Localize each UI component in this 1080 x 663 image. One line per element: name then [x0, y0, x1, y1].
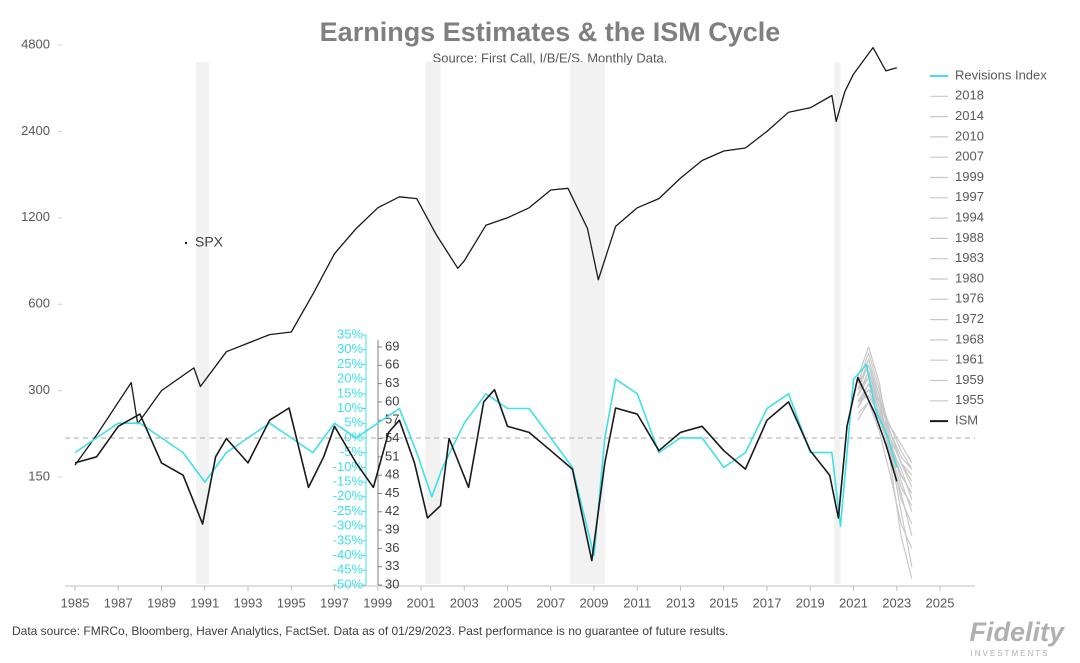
- series-line: [857, 389, 913, 507]
- chart-title: Earnings Estimates & the ISM Cycle: [320, 17, 781, 47]
- y3-tick-label: -35%: [333, 532, 364, 547]
- x-tick-label: 2011: [623, 595, 651, 610]
- y2-tick-label: 45: [385, 485, 399, 500]
- y-tick-label: 600: [28, 296, 50, 311]
- y3-tick-label: -30%: [333, 518, 364, 533]
- legend-label: 1980: [955, 270, 984, 285]
- x-tick-label: 2023: [882, 595, 911, 610]
- y3-tick-label: -45%: [333, 562, 364, 577]
- legend-label: 1976: [955, 291, 984, 306]
- x-tick-label: 2007: [536, 595, 565, 610]
- series-line: [74, 46, 897, 466]
- x-tick-label: 1985: [61, 595, 90, 610]
- y2-tick-label: 48: [385, 467, 399, 482]
- y3-tick-label: 35%: [337, 326, 363, 341]
- legend-label: 1997: [955, 189, 984, 204]
- y3-tick-label: -5%: [340, 444, 364, 459]
- chart-subtitle: Source: First Call, I/B/E/S. Monthly Dat…: [433, 50, 668, 65]
- y3-tick-label: -25%: [333, 503, 364, 518]
- recession-band: [834, 62, 841, 584]
- y-tick-label: 2400: [21, 123, 50, 138]
- series-line: [74, 376, 898, 562]
- footer: Data source: FMRCo, Bloomberg, Haver Ana…: [12, 624, 728, 638]
- y2-tick-label: 69: [385, 338, 399, 353]
- y-tick-label: 150: [28, 468, 50, 483]
- y2-tick-label: 66: [385, 357, 399, 372]
- legend-label: 1972: [955, 311, 984, 326]
- y2-tick-label: 63: [385, 375, 399, 390]
- legend-label: 2014: [955, 108, 984, 123]
- x-tick-label: 1989: [147, 595, 176, 610]
- y2-tick-label: 51: [385, 448, 399, 463]
- y3-tick-label: 30%: [337, 341, 363, 356]
- legend-label: 1994: [955, 210, 984, 225]
- y2-tick-label: 60: [385, 393, 399, 408]
- x-tick-label: 1997: [320, 595, 349, 610]
- y3-tick-label: 5%: [344, 415, 363, 430]
- logo-sub: INVESTMENTS: [971, 649, 1050, 658]
- series-line: [857, 401, 913, 549]
- x-tick-label: 2013: [666, 595, 695, 610]
- legend-label: 2007: [955, 149, 984, 164]
- legend-label: 1959: [955, 372, 984, 387]
- y3-tick-label: 20%: [337, 371, 363, 386]
- x-tick-label: 2009: [580, 595, 609, 610]
- x-tick-label: 2021: [839, 595, 868, 610]
- x-tick-label: 2001: [407, 595, 436, 610]
- legend-label: Revisions Index: [955, 67, 1047, 82]
- x-tick-label: 1995: [277, 595, 306, 610]
- y3-tick-label: 10%: [337, 400, 363, 415]
- x-tick-label: 2015: [709, 595, 738, 610]
- x-tick-label: 1987: [104, 595, 133, 610]
- x-tick-label: 1999: [363, 595, 392, 610]
- x-tick-label: 1993: [234, 595, 263, 610]
- y3-tick-label: -15%: [333, 473, 364, 488]
- series-line: [857, 383, 913, 525]
- series-line: [857, 346, 913, 567]
- y2-tick-label: 42: [385, 503, 399, 518]
- y-tick-label: 4800: [21, 36, 50, 51]
- legend-label: ISM: [955, 413, 978, 428]
- legend-label: 1968: [955, 331, 984, 346]
- x-tick-label: 2005: [493, 595, 522, 610]
- x-tick-label: 2017: [753, 595, 782, 610]
- plot: 1985 1987 1989 1991 1993 1995 1997 1999 2001 2003…: [21, 36, 1047, 610]
- legend-label: 2010: [955, 128, 984, 143]
- x-tick-label: 2003: [450, 595, 479, 610]
- recession-band: [196, 62, 210, 584]
- y3-tick-label: 25%: [337, 356, 363, 371]
- spx-label: SPX: [195, 234, 224, 250]
- y-tick-label: 300: [28, 382, 50, 397]
- spx-legend-dot: [184, 241, 188, 245]
- x-tick-label: 1991: [190, 595, 219, 610]
- y3-tick-label: -40%: [333, 547, 364, 562]
- logo: Fidelity: [969, 617, 1065, 647]
- x-tick-label: 2019: [796, 595, 825, 610]
- y2-tick-label: 36: [385, 540, 399, 555]
- legend-label: 1955: [955, 392, 984, 407]
- legend-label: 1999: [955, 169, 984, 184]
- legend-label: 2018: [955, 88, 984, 103]
- y2-tick-label: 33: [385, 558, 399, 573]
- y3-tick-label: 15%: [337, 385, 363, 400]
- legend-label: 1988: [955, 230, 984, 245]
- y2-tick-label: 30: [385, 576, 399, 591]
- legend-label: 1961: [955, 352, 984, 367]
- recession-band: [425, 62, 441, 584]
- x-tick-label: 2025: [926, 595, 955, 610]
- y2-tick-label: 39: [385, 522, 399, 537]
- y-tick-label: 1200: [21, 209, 50, 224]
- y3-tick-label: -50%: [333, 576, 364, 591]
- legend-label: 1983: [955, 250, 984, 265]
- y3-tick-label: -20%: [333, 488, 364, 503]
